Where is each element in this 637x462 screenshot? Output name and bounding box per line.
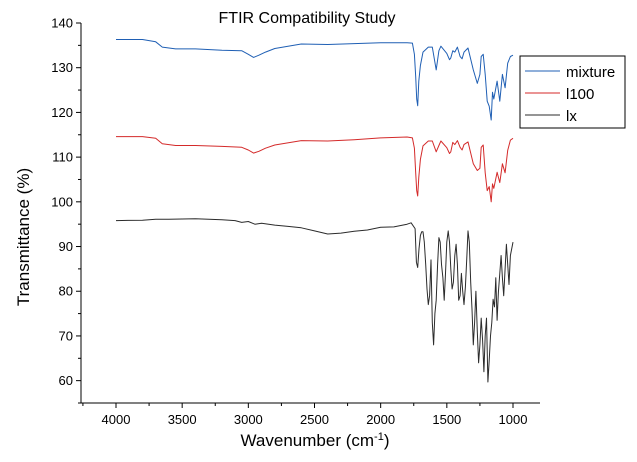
legend-label-mixture: mixture <box>566 64 615 81</box>
x-tick-label: 2500 <box>300 412 329 427</box>
x-tick-label: 1500 <box>432 412 461 427</box>
x-tick-label: 1000 <box>499 412 528 427</box>
x-axis-title-main: Wavenumber (cm <box>241 431 375 450</box>
y-tick-label: 120 <box>51 105 73 120</box>
legend-label-lx: lx <box>566 108 577 125</box>
x-axis-title: Wavenumber (cm-1) <box>241 431 390 450</box>
y-tick-label: 100 <box>51 194 73 209</box>
y-tick-label: 140 <box>51 16 73 31</box>
y-tick-label: 70 <box>59 328 73 343</box>
x-tick-label: 2000 <box>366 412 395 427</box>
series-lines <box>115 39 514 383</box>
legend: mixture l100 lx <box>519 55 626 129</box>
x-axis-title-superscript: -1 <box>374 431 384 443</box>
x-tick-label: 3500 <box>168 412 197 427</box>
x-tick-label: 3000 <box>234 412 263 427</box>
series-line-lx <box>115 218 514 383</box>
series-line-mixture <box>116 39 514 121</box>
y-tick-label: 80 <box>59 284 73 299</box>
chart-title: FTIR Compatibility Study <box>219 10 396 27</box>
y-tick-label: 110 <box>52 150 73 165</box>
x-axis-ticks: 4000 3500 3000 2500 2000 1500 1000 <box>82 403 528 427</box>
x-axis-title-suffix: ) <box>384 431 390 450</box>
legend-box <box>519 55 626 129</box>
y-tick-label: 90 <box>59 239 73 254</box>
y-axis-title: Transmittance (%) <box>14 168 33 306</box>
y-axis-ticks: 60 70 80 90 100 110 120 130 140 <box>51 16 81 404</box>
y-tick-label: 130 <box>51 60 73 75</box>
x-tick-label: 4000 <box>102 412 131 427</box>
legend-label-l100: l100 <box>566 86 594 103</box>
y-tick-label: 60 <box>59 373 73 388</box>
series-line-l100 <box>116 136 514 203</box>
